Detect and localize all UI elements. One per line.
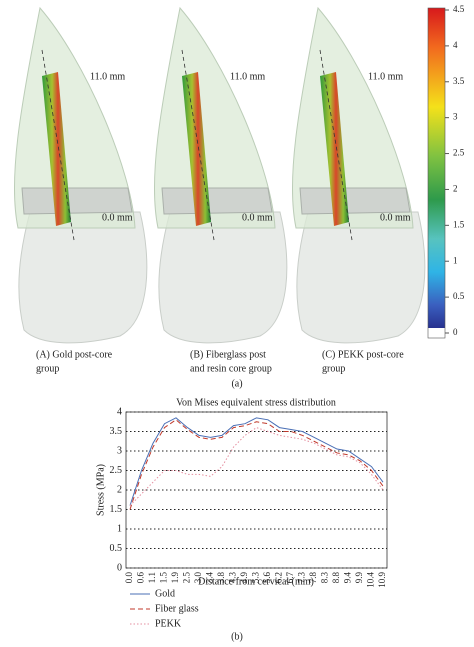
y-tick-label: 2 [117,484,122,495]
x-tick-label: 5.6 [262,572,272,584]
x-tick-label: 8.3 [320,572,330,584]
x-tick-label: 5.3 [251,572,261,584]
x-tick-label: 7.8 [308,572,318,584]
y-tick-label: 3.5 [110,426,123,437]
x-tick-label: 1.5 [159,572,169,584]
chart-title: Von Mises equivalent stress distribution [176,397,336,408]
colorbar-tick-label: 1 [453,255,458,265]
y-tick-label: 1.5 [110,504,123,515]
origin-label: 0.0 mm [380,212,411,223]
caption: group [322,363,345,374]
tooth-b [153,7,288,344]
x-tick-label: 3.0 [193,572,203,584]
origin-label: 0.0 mm [242,212,273,223]
x-tick-label: 10.9 [377,572,387,588]
x-tick-label: 2.5 [182,572,192,584]
caption: (C) PEKK post-core [322,349,404,360]
caption: (B) Fiberglass post [190,349,266,360]
colorbar [427,7,446,339]
colorbar-tick-label: 3.5 [453,76,465,86]
x-tick-label: 10.4 [366,572,376,588]
x-tick-label: 4.3 [228,572,238,584]
series-line [129,419,384,510]
caption: and resin core group [190,363,272,374]
colorbar-tick-label: 2 [453,184,458,194]
length-label: 11.0 mm [90,71,125,82]
y-axis-title: Stress (MPa) [95,464,106,516]
legend-label: Fiber glass [155,603,199,614]
x-tick-label: 0.6 [136,572,146,584]
x-tick-label: 6.2 [274,572,284,583]
panel-label: (a) [231,378,242,389]
series-line [129,427,384,506]
x-tick-label: 8.8 [331,572,341,584]
caption: (A) Gold post-core [36,349,113,360]
colorbar-tick-label: 3 [453,112,458,122]
panel-label: (b) [231,631,243,642]
origin-label: 0.0 mm [102,212,133,223]
y-tick-label: 0.5 [110,543,123,554]
colorbar-tick-label: 4 [453,40,458,50]
x-tick-label: 1.9 [170,572,180,584]
tooth-c [291,7,426,344]
x-tick-label: 4.9 [239,572,249,584]
colorbar-tick-label: 0 [453,327,458,337]
colorbar-tick-label: 4.5 [453,4,465,14]
length-label: 11.0 mm [230,71,265,82]
x-tick-label: 3.4 [205,572,215,584]
series-line [129,417,384,506]
y-tick-label: 2.5 [110,465,123,476]
x-tick-label: 1.1 [147,572,157,583]
legend-label: Gold [155,588,175,599]
y-tick-label: 1 [117,523,122,534]
x-axis-title: Distance from cervical (mm) [198,576,314,587]
y-tick-label: 3 [117,445,122,456]
colorbar-tick-label: 1.5 [453,219,465,229]
caption: group [36,363,59,374]
x-tick-label: 0.0 [124,572,134,584]
x-tick-label: 3.8 [216,572,226,584]
length-label: 11.0 mm [368,71,403,82]
x-tick-label: 6.7 [285,572,295,584]
legend-label: PEKK [155,618,182,629]
colorbar-tick-label: 2.5 [453,148,465,158]
tooth-a [13,7,148,344]
plot-frame [125,411,388,569]
x-tick-label: 7.3 [297,572,307,584]
y-tick-label: 0 [117,562,122,573]
colorbar-tick-label: 0.5 [453,291,465,301]
y-tick-label: 4 [117,406,122,417]
x-tick-label: 9.4 [343,572,353,584]
x-tick-label: 9.9 [354,572,364,584]
